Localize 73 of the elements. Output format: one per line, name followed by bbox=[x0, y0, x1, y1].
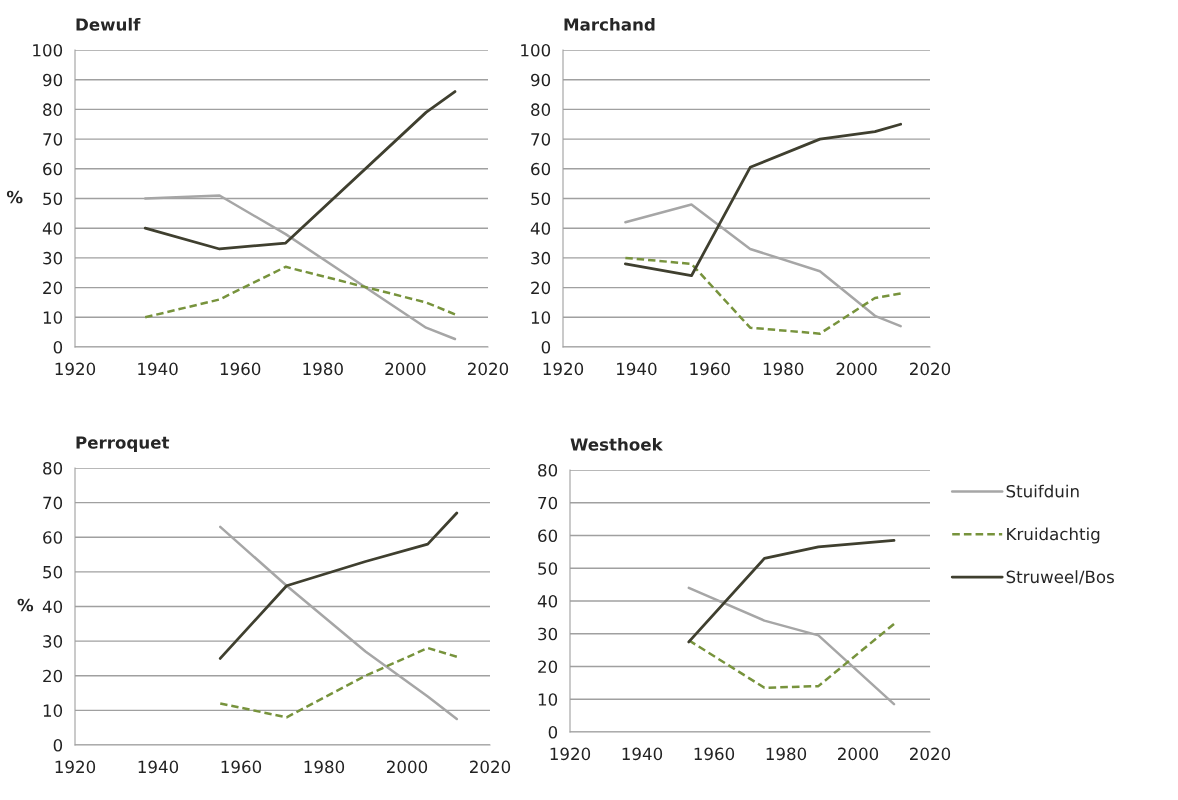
y-tick-label: 70 bbox=[538, 496, 558, 510]
x-tick-label: 1940 bbox=[138, 362, 178, 376]
y-tick-label: 100 bbox=[521, 43, 551, 57]
y-tick-label: 40 bbox=[537, 594, 558, 608]
x-tick-label: 1960 bbox=[221, 760, 262, 774]
y-tick-label: 50 bbox=[531, 192, 551, 206]
y-tick-label: 10 bbox=[43, 704, 63, 717]
y-tick-label: 20 bbox=[538, 660, 558, 674]
y-tick-label: 80 bbox=[43, 461, 63, 475]
x-tick-label: 1960 bbox=[220, 362, 261, 376]
y-tick-label: 30 bbox=[531, 251, 551, 265]
x-tick-label: 1960 bbox=[694, 747, 735, 761]
x-tick-label: 1920 bbox=[55, 362, 96, 376]
x-tick-label: 1940 bbox=[622, 747, 663, 761]
x-tick-label: 1980 bbox=[766, 747, 807, 761]
y-tick-label: 90 bbox=[43, 73, 63, 87]
y-tick-label: 70 bbox=[43, 133, 63, 146]
x-tick-label: 2000 bbox=[387, 760, 428, 774]
y-tick-label: 0 bbox=[541, 340, 551, 354]
y-tick-label: 90 bbox=[531, 73, 551, 87]
x-tick-label: 1920 bbox=[550, 747, 591, 761]
legend-label: Kruidachtig bbox=[1007, 527, 1100, 544]
y-tick-label: 10 bbox=[531, 311, 551, 324]
y-tick-label: 0 bbox=[53, 340, 63, 354]
x-tick-label: 2020 bbox=[468, 362, 509, 376]
y-axis-title: % bbox=[17, 598, 34, 612]
x-tick-label: 2020 bbox=[470, 760, 511, 774]
x-tick-label: 1980 bbox=[763, 362, 804, 376]
x-tick-label: 2000 bbox=[836, 362, 877, 376]
chart-title: Westhoek bbox=[570, 437, 663, 451]
y-tick-label: 20 bbox=[531, 281, 551, 295]
legend-label: Stuifduin bbox=[1006, 484, 1079, 498]
chart-title: Dewulf bbox=[76, 17, 141, 31]
y-axis-title: % bbox=[6, 190, 23, 204]
y-tick-label: 50 bbox=[538, 562, 558, 575]
x-tick-label: 1940 bbox=[617, 362, 657, 376]
x-tick-label: 1920 bbox=[55, 760, 96, 774]
y-tick-label: 30 bbox=[43, 635, 63, 648]
y-tick-label: 70 bbox=[43, 496, 63, 510]
y-tick-label: 0 bbox=[53, 738, 63, 752]
y-tick-label: 10 bbox=[538, 693, 558, 706]
y-tick-label: 50 bbox=[43, 192, 63, 206]
y-tick-label: 40 bbox=[530, 222, 551, 235]
x-tick-label: 1960 bbox=[690, 362, 730, 376]
x-tick-label: 1980 bbox=[304, 760, 345, 774]
x-tick-label: 2020 bbox=[910, 362, 951, 376]
x-tick-label: 1940 bbox=[138, 760, 179, 774]
y-tick-label: 40 bbox=[42, 600, 63, 614]
y-tick-label: 60 bbox=[531, 162, 551, 176]
chart-title: Marchand bbox=[564, 17, 655, 31]
y-tick-label: 60 bbox=[43, 162, 63, 176]
y-tick-label: 10 bbox=[43, 311, 63, 324]
y-tick-label: 100 bbox=[33, 43, 63, 57]
y-tick-label: 60 bbox=[43, 531, 63, 544]
y-tick-label: 20 bbox=[43, 669, 63, 683]
x-tick-label: 2000 bbox=[385, 362, 426, 376]
x-tick-label: 1980 bbox=[303, 362, 343, 376]
x-tick-label: 2000 bbox=[838, 747, 879, 761]
y-tick-label: 20 bbox=[43, 281, 63, 295]
x-tick-label: 2020 bbox=[910, 747, 951, 761]
y-tick-label: 80 bbox=[531, 103, 551, 116]
y-tick-label: 0 bbox=[548, 725, 558, 739]
y-tick-label: 40 bbox=[42, 222, 63, 235]
chart-title: Perroquet bbox=[76, 436, 170, 453]
y-tick-label: 30 bbox=[538, 627, 558, 641]
y-tick-label: 30 bbox=[43, 251, 63, 265]
x-tick-label: 1920 bbox=[543, 362, 584, 376]
y-tick-label: 80 bbox=[43, 103, 63, 116]
y-tick-label: 50 bbox=[43, 565, 63, 579]
legend-label: Struweel/Bos bbox=[1006, 570, 1114, 585]
y-tick-label: 60 bbox=[538, 529, 558, 543]
y-tick-label: 80 bbox=[538, 463, 558, 477]
y-tick-label: 70 bbox=[531, 133, 551, 146]
